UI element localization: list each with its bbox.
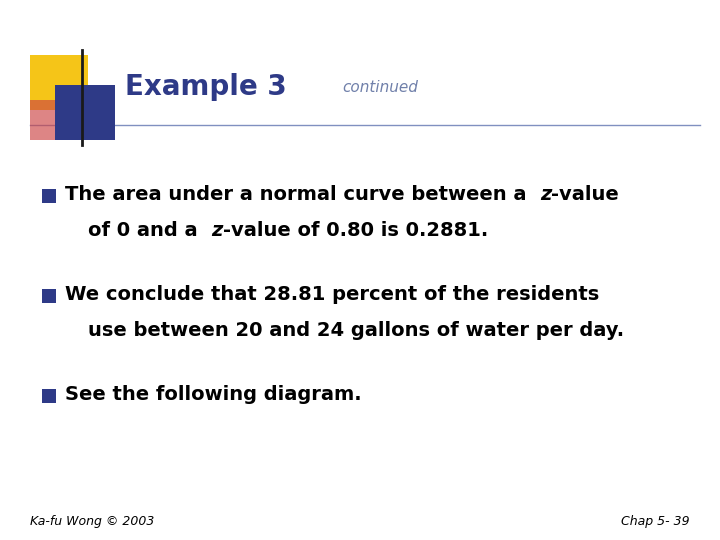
Bar <box>30 55 88 110</box>
Bar <box>42 289 56 303</box>
Text: Example 3: Example 3 <box>125 73 287 101</box>
Text: See the following diagram.: See the following diagram. <box>65 386 361 404</box>
Text: z: z <box>211 220 222 240</box>
Text: Ka-fu Wong © 2003: Ka-fu Wong © 2003 <box>30 516 154 529</box>
Bar <box>42 389 56 403</box>
Text: Chap 5- 39: Chap 5- 39 <box>621 516 690 529</box>
Text: use between 20 and 24 gallons of water per day.: use between 20 and 24 gallons of water p… <box>88 321 624 340</box>
Bar <box>55 85 115 140</box>
Text: of 0 and a: of 0 and a <box>88 220 211 240</box>
Text: The area under a normal curve between a: The area under a normal curve between a <box>65 186 540 205</box>
Text: continued: continued <box>342 80 418 96</box>
Text: -value: -value <box>552 186 619 205</box>
Text: We conclude that 28.81 percent of the residents: We conclude that 28.81 percent of the re… <box>65 286 599 305</box>
Text: -value of 0.80 is 0.2881.: -value of 0.80 is 0.2881. <box>222 220 487 240</box>
Bar <box>30 100 65 140</box>
Text: z: z <box>540 186 552 205</box>
Bar <box>42 189 56 203</box>
